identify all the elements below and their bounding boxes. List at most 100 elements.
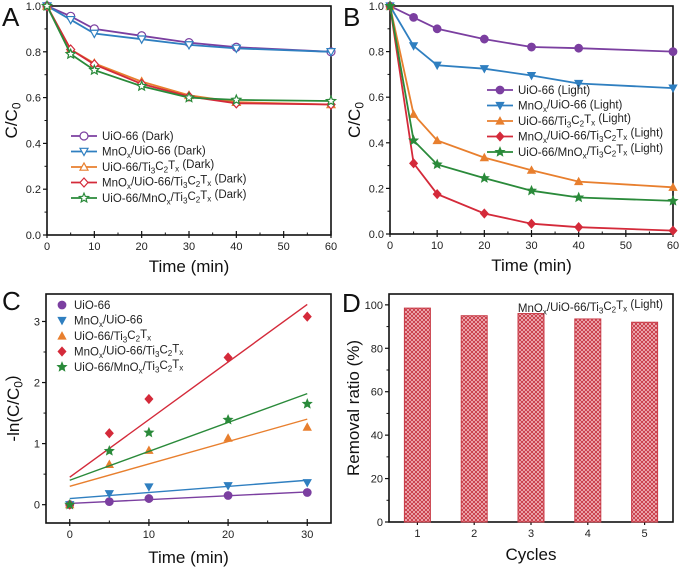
x-tick-label: 0 [387, 240, 393, 252]
data-point [478, 172, 490, 183]
data-point [135, 79, 148, 92]
data-point [409, 158, 419, 169]
x-tick-label: 60 [325, 241, 337, 253]
x-tick-label: 20 [222, 529, 234, 541]
y-tick-label: 100 [365, 300, 383, 312]
panel-label: C [2, 286, 21, 316]
data-point [230, 93, 243, 106]
data-point [526, 218, 537, 229]
data-point [64, 498, 76, 510]
data-point [409, 12, 418, 22]
data-point [479, 208, 489, 219]
legend-entry: MnOx/UiO-66/Ti3C2Tx [57, 343, 183, 360]
legend-marker [495, 101, 505, 111]
legend-label: UiO-66/Ti3C2Tx [74, 329, 151, 344]
x-tick-label: 30 [301, 529, 313, 541]
legend: UiO-66 MnOx/UiO-66UiO-66/Ti3C2TxMnOx/UiO-… [56, 300, 183, 376]
data-point [302, 488, 312, 497]
legend-entry: MnOx/UiO-66 (Light) [487, 99, 623, 114]
panel-a: 0 10 20 30 40 50 60 0.0 0.2 0.4 0.6 0.8 1.0 UiO-66 (D… [2, 0, 338, 276]
legend-marker [57, 300, 67, 310]
legend-label: UiO-66/MnOx/Ti3C2Tx (Light) [518, 143, 663, 161]
data-point [104, 490, 115, 499]
x-tick-label: 40 [573, 240, 585, 252]
y-tick-label: 0.2 [369, 183, 384, 195]
panel-label: D [342, 288, 361, 318]
x-tick-label: 1 [414, 528, 420, 540]
data-point [302, 479, 312, 488]
data-point [182, 91, 196, 103]
panel-label: A [2, 2, 20, 32]
bar [517, 313, 545, 523]
data-point [668, 225, 678, 236]
data-point [432, 61, 442, 71]
y-tick-label: 40 [371, 430, 383, 442]
legend-entry: MnOx/UiO-66/Ti3C2Tx (Dark) [71, 173, 247, 191]
series-4 [384, 0, 679, 206]
data-point [144, 483, 154, 492]
legend-entry: MnOx/UiO-66 (Dark) [71, 145, 206, 160]
legend-label: UiO-66/Ti3C2Tx (Light) [518, 113, 631, 130]
legend-label: MnOx/UiO-66 (Dark) [102, 145, 206, 159]
data-point [302, 422, 312, 431]
series-1 [41, 2, 337, 58]
plot-frame [45, 293, 332, 524]
legend-marker [494, 146, 506, 157]
x-tick-label: 40 [230, 241, 242, 253]
bar [460, 315, 488, 523]
series-4 [64, 392, 313, 510]
data-point [408, 134, 420, 146]
data-point [526, 71, 537, 81]
legend-marker [57, 316, 67, 326]
legend-marker [79, 177, 89, 188]
series-1 [385, 2, 678, 93]
data-point [432, 24, 442, 34]
data-point [40, 0, 54, 12]
data-point [144, 393, 154, 405]
legend-label: UiO-66/MnOx/Ti3C2Tx [74, 359, 183, 376]
x-tick-label: 2 [471, 528, 477, 540]
y-tick-label: 3 [34, 316, 40, 328]
series-0 [65, 488, 312, 510]
series-2 [65, 418, 312, 509]
data-point [223, 491, 233, 500]
y-tick-label: 0.8 [26, 47, 41, 59]
data-point [431, 158, 443, 170]
data-point [408, 42, 419, 51]
legend-marker [495, 85, 505, 95]
data-point [526, 165, 537, 174]
x-tick-label: 10 [88, 241, 100, 253]
x-tick-label: 60 [667, 240, 679, 252]
x-tick-label: 10 [431, 240, 443, 252]
data-point [408, 109, 419, 118]
series-0 [385, 1, 678, 56]
bar [574, 318, 602, 523]
y-tick-label: 1.0 [369, 1, 384, 13]
data-point [324, 94, 338, 107]
data-point [302, 311, 312, 322]
x-tick-label: 0 [44, 241, 50, 253]
data-point [183, 41, 195, 51]
legend-entry: UiO-66 (Dark) [71, 131, 174, 143]
fit-line [69, 418, 308, 488]
legend-entry: UiO-66/Ti3C2Tx (Light) [487, 113, 631, 130]
legend-label: MnOx/UiO-66 [74, 314, 143, 328]
series-line [46, 5, 332, 102]
legend-marker [78, 147, 90, 157]
legend: UiO-66 (Dark) MnOx/UiO-66 (Dark)UiO-66/Ti… [71, 131, 247, 206]
data-point [479, 34, 489, 44]
legend-label: UiO-66/MnOx/Ti3C2Tx (Dark) [102, 189, 247, 207]
x-tick-label: 50 [620, 240, 632, 252]
data-point [573, 79, 584, 89]
x-tick-label: 3 [528, 528, 534, 540]
legend-entry: MnOx/UiO-66 [57, 314, 143, 329]
legend-entry: MnOx/UiO-66/Ti3C2Tx (Light) [487, 127, 663, 145]
data-point [668, 84, 678, 93]
panel-d: 1 2 3 4 5 0 20 40 60 80 100 MnOx/UiO-66/Ti3C2Tx (Li… [342, 288, 674, 564]
panel-label: B [343, 2, 360, 32]
data-point [574, 43, 584, 53]
x-tick-label: 0 [67, 529, 73, 541]
data-point [136, 35, 147, 45]
data-point [573, 191, 585, 203]
